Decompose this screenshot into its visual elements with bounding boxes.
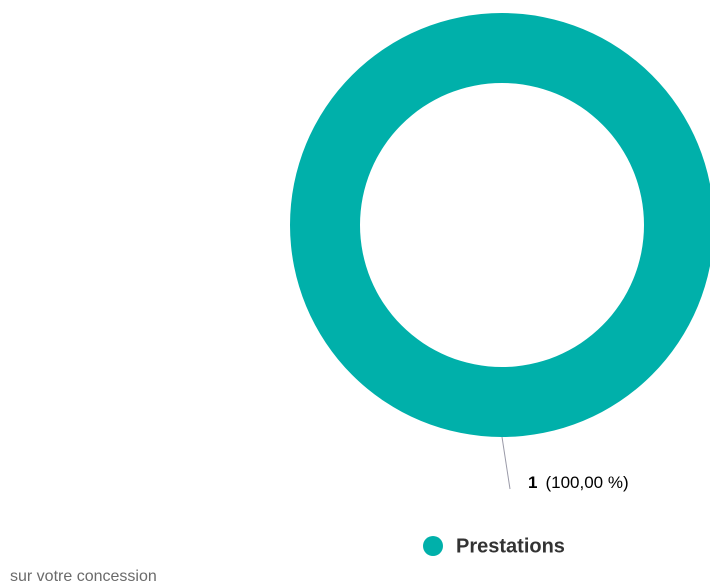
- legend-label: Prestations: [456, 535, 565, 557]
- data-label-percent: (100,00 %): [545, 473, 628, 492]
- data-label: 1 (100,00 %): [528, 473, 629, 492]
- data-label-value: 1: [528, 473, 537, 492]
- footer-text: sur votre concession: [10, 568, 157, 585]
- legend-swatch: [423, 536, 443, 556]
- donut-slice: [290, 13, 710, 437]
- leader-line: [501, 436, 511, 490]
